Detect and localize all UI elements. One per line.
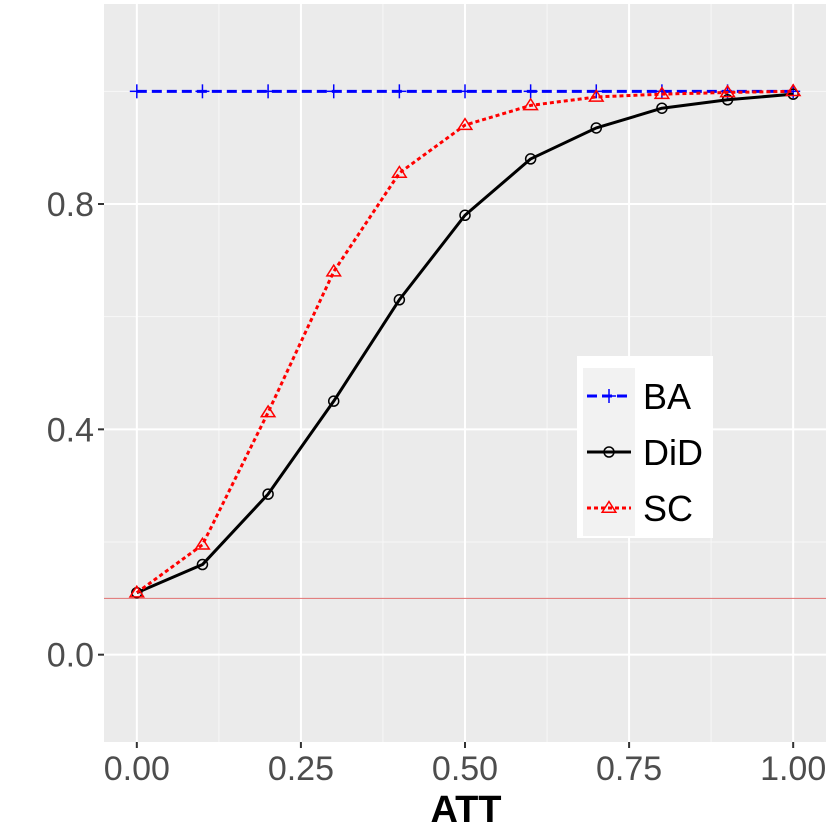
- legend-label-ba: BA: [643, 376, 691, 417]
- data-point-sc: [128, 584, 146, 598]
- y-tick-label: 0.4: [47, 411, 94, 449]
- data-point-sc: [522, 97, 539, 111]
- data-point-ba: [129, 84, 144, 99]
- x-tick-label: 0.75: [596, 750, 662, 788]
- data-point-did: [459, 209, 471, 222]
- y-tick-label: 0.8: [47, 186, 94, 224]
- y-tick-label: 0.0: [47, 637, 94, 675]
- data-point-did: [327, 395, 340, 407]
- data-point-ba: [392, 84, 407, 99]
- data-point-sc: [456, 117, 474, 131]
- data-point-sc: [391, 165, 408, 178]
- series-line-sc: [135, 89, 794, 594]
- x-axis-title: ATT: [430, 789, 501, 830]
- y-axis-ticks: 0.0 0.4 0.8: [47, 186, 104, 675]
- data-point-did: [721, 94, 734, 106]
- data-point-did: [656, 102, 668, 114]
- series-did: [131, 88, 799, 599]
- x-tick-label: 0.25: [268, 750, 334, 788]
- legend-label-sc: SC: [643, 488, 693, 529]
- data-point-ba: [195, 84, 210, 99]
- data-point-ba: [523, 84, 538, 99]
- data-point-sc: [194, 536, 211, 550]
- data-point-sc: [259, 404, 277, 418]
- data-point-sc: [653, 86, 671, 100]
- series-sc: [128, 83, 802, 598]
- data-point-sc: [588, 89, 605, 102]
- legend-marker-ba: [602, 389, 616, 403]
- data-point-sc: [719, 84, 736, 98]
- data-point-did: [787, 88, 799, 100]
- x-tick-label: 1.00: [760, 750, 826, 788]
- data-point-ba: [326, 84, 341, 99]
- data-point-did: [262, 488, 274, 500]
- x-tick-label: 0.50: [432, 750, 498, 788]
- legend-marker-did: [603, 446, 615, 458]
- series-layer: [128, 83, 802, 599]
- legend-marker-sc: [600, 500, 618, 513]
- data-point-did: [524, 153, 537, 165]
- data-point-did: [196, 558, 209, 571]
- legend-label-did: DiD: [643, 432, 703, 473]
- x-tick-label: 0.00: [104, 750, 170, 788]
- data-point-ba: [261, 84, 276, 99]
- data-point-ba: [458, 84, 472, 99]
- data-point-sc: [325, 263, 342, 277]
- series-line-did: [136, 92, 794, 595]
- data-point-did: [590, 122, 603, 134]
- data-point-did: [393, 294, 406, 306]
- legend: BA DiD SC: [577, 356, 713, 538]
- data-point-sc: [784, 83, 802, 97]
- x-axis-ticks: 0.00 0.25 0.50 0.75 1.00: [104, 742, 826, 788]
